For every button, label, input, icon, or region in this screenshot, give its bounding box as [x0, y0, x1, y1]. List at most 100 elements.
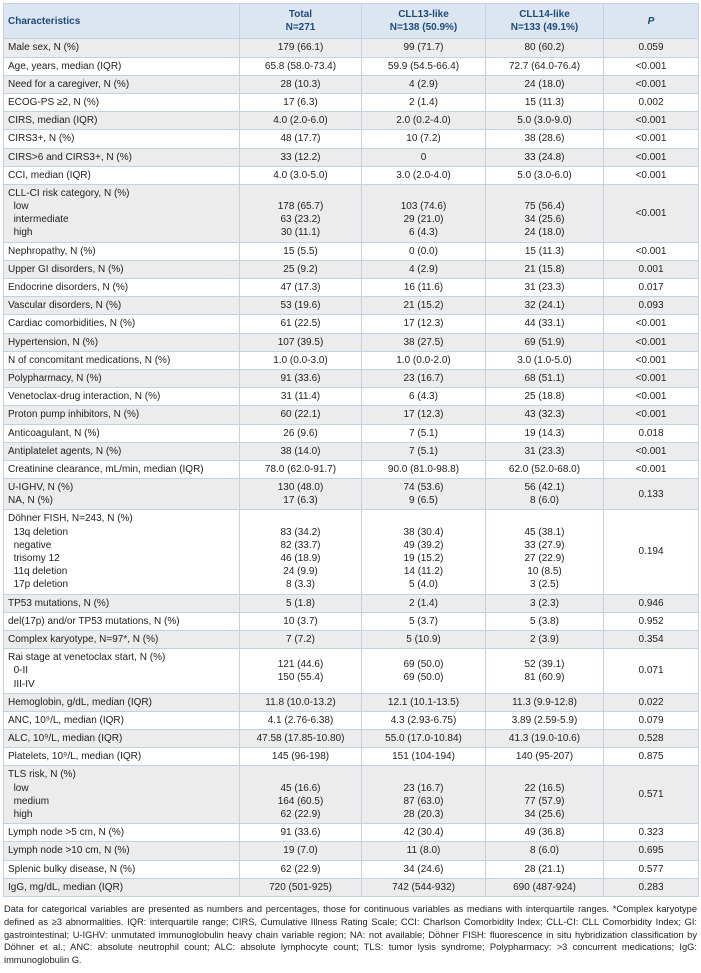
cell-p: <0.001	[603, 241, 699, 261]
cell-label: Döhner FISH, N=243, N (%) 13q deletion n…	[3, 509, 240, 595]
header-p-value: P	[603, 2, 699, 40]
cell-label: Venetoclax-drug interaction, N (%)	[3, 387, 240, 407]
cell-cll14: 44 (33.1)	[485, 314, 604, 334]
cell-p: <0.001	[603, 56, 699, 76]
cell-cll13: 2.0 (0.2-4.0)	[361, 111, 486, 131]
cell-cll14: 45 (38.1) 33 (27.9) 27 (22.9) 10 (8.5) 3…	[485, 509, 604, 595]
cell-p: 0.354	[603, 629, 699, 650]
table-row: Lymph node >10 cm, N (%) 19 (7.0) 11 (8.0)…	[3, 841, 699, 861]
cell-p: <0.001	[603, 111, 699, 131]
cell-label: Endocrine disorders, N (%)	[3, 277, 240, 298]
cell-label: N of concomitant medications, N (%)	[3, 350, 240, 370]
cell-cll14: 8 (6.0)	[485, 841, 604, 861]
cell-p: <0.001	[603, 332, 699, 352]
cell-cll13: 55.0 (17.0-10.84)	[361, 729, 486, 749]
cell-cll14: 5 (3.8)	[485, 611, 604, 631]
table-row: Lymph node >5 cm, N (%) 91 (33.6) 42 (30.4…	[3, 823, 699, 843]
cell-cll13: 6 (4.3)	[361, 387, 486, 407]
cell-total: 5 (1.8)	[239, 593, 362, 613]
cell-total: 91 (33.6)	[239, 823, 362, 843]
cell-total: 62 (22.9)	[239, 859, 362, 879]
cell-cll14: 15 (11.3)	[485, 241, 604, 261]
table-row: CLL-CI risk category, N (%) low intermed…	[3, 183, 699, 243]
table-row: TP53 mutations, N (%) 5 (1.8) 2 (1.4) 3 (2.…	[3, 593, 699, 613]
cell-cll13: 38 (30.4) 49 (39.2) 19 (15.2) 14 (11.2) …	[361, 509, 486, 595]
cell-cll13: 0	[361, 147, 486, 167]
cell-cll14: 19 (14.3)	[485, 423, 604, 443]
cell-label: CIRS>6 and CIRS3+, N (%)	[3, 147, 240, 167]
cell-cll13: 1.0 (0.0-2.0)	[361, 350, 486, 370]
cell-label: Rai stage at venetoclax start, N (%) 0-I…	[3, 648, 240, 694]
cell-p: 0.017	[603, 277, 699, 298]
cell-label: Vascular disorders, N (%)	[3, 296, 240, 316]
cell-cll14: 5.0 (3.0-9.0)	[485, 111, 604, 131]
cell-p: 0.194	[603, 509, 699, 595]
cell-cll13: 34 (24.6)	[361, 859, 486, 879]
cell-label: Lymph node >10 cm, N (%)	[3, 841, 240, 861]
cell-p: <0.001	[603, 459, 699, 480]
cell-total: 7 (7.2)	[239, 629, 362, 650]
cell-label: CIRS, median (IQR)	[3, 111, 240, 131]
cell-total: 19 (7.0)	[239, 841, 362, 861]
cell-total: 121 (44.6) 150 (55.4)	[239, 648, 362, 694]
cell-p: 0.695	[603, 841, 699, 861]
cell-p: 0.875	[603, 747, 699, 767]
cell-cll13: 7 (5.1)	[361, 441, 486, 461]
cell-cll14: 80 (60.2)	[485, 38, 604, 58]
table-row: Anticoagulant, N (%) 26 (9.6) 7 (5.1) 19 (1…	[3, 423, 699, 443]
cell-label: Nephropathy, N (%)	[3, 241, 240, 261]
cell-total: 45 (16.6) 164 (60.5) 62 (22.9)	[239, 765, 362, 825]
table-row: Venetoclax-drug interaction, N (%) 31 (11…	[3, 387, 699, 407]
cell-p: 0.577	[603, 859, 699, 879]
cell-label: Male sex, N (%)	[3, 38, 240, 58]
cell-cll13: 23 (16.7) 87 (63.0) 28 (20.3)	[361, 765, 486, 825]
cell-cll14: 15 (11.3)	[485, 92, 604, 113]
cell-cll13: 0 (0.0)	[361, 241, 486, 261]
cell-total: 31 (11.4)	[239, 387, 362, 407]
cell-total: 4.0 (3.0-5.0)	[239, 165, 362, 185]
cell-label: Splenic bulky disease, N (%)	[3, 859, 240, 879]
cell-p: <0.001	[603, 147, 699, 167]
table-row: Proton pump inhibitors, N (%) 60 (22.1) 17…	[3, 405, 699, 425]
header-cll13: CLL13-like N=138 (50.9%)	[361, 2, 486, 40]
cell-label: ECOG-PS ≥2, N (%)	[3, 92, 240, 113]
cell-cll14: 5.0 (3.0-6.0)	[485, 165, 604, 185]
cell-total: 145 (96-198)	[239, 747, 362, 767]
cell-p: <0.001	[603, 350, 699, 370]
cell-cll13: 69 (50.0) 69 (50.0)	[361, 648, 486, 694]
cell-p: 0.133	[603, 478, 699, 511]
cell-label: Upper GI disorders, N (%)	[3, 259, 240, 280]
cell-cll13: 17 (12.3)	[361, 314, 486, 334]
cell-cll13: 99 (71.7)	[361, 38, 486, 58]
cell-p: 0.002	[603, 92, 699, 113]
cell-p: <0.001	[603, 183, 699, 243]
cell-total: 91 (33.6)	[239, 368, 362, 389]
cell-cll13: 16 (11.6)	[361, 277, 486, 298]
cell-cll14: 2 (3.9)	[485, 629, 604, 650]
cell-p: 0.071	[603, 648, 699, 694]
cell-label: TP53 mutations, N (%)	[3, 593, 240, 613]
table-row: N of concomitant medications, N (%) 1.0 (…	[3, 350, 699, 370]
cell-p: 0.528	[603, 729, 699, 749]
cell-total: 33 (12.2)	[239, 147, 362, 167]
cell-cll14: 32 (24.1)	[485, 296, 604, 316]
table-row: Male sex, N (%) 179 (66.1) 99 (71.7) 80 (60…	[3, 38, 699, 58]
table-row: ECOG-PS ≥2, N (%) 17 (6.3) 2 (1.4) 15 (11.3…	[3, 92, 699, 113]
cell-p: <0.001	[603, 314, 699, 334]
cell-p: <0.001	[603, 129, 699, 149]
cell-cll14: 33 (24.8)	[485, 147, 604, 167]
cell-p: 0.059	[603, 38, 699, 58]
cell-total: 15 (5.5)	[239, 241, 362, 261]
cell-total: 1.0 (0.0-3.0)	[239, 350, 362, 370]
cell-cll13: 23 (16.7)	[361, 368, 486, 389]
cell-label: U-IGHV, N (%) NA, N (%)	[3, 478, 240, 511]
cell-label: del(17p) and/or TP53 mutations, N (%)	[3, 611, 240, 631]
table-row: CCI, median (IQR) 4.0 (3.0-5.0) 3.0 (2.0-4…	[3, 165, 699, 185]
cell-cll14: 75 (56.4) 34 (25.6) 24 (18.0)	[485, 183, 604, 243]
characteristics-table: Characteristics Total N=271 CLL13-like N…	[3, 2, 699, 897]
cell-p: 0.283	[603, 877, 699, 897]
cell-cll14: 3.0 (1.0-5.0)	[485, 350, 604, 370]
cell-cll14: 72.7 (64.0-76.4)	[485, 56, 604, 76]
cell-p: <0.001	[603, 441, 699, 461]
